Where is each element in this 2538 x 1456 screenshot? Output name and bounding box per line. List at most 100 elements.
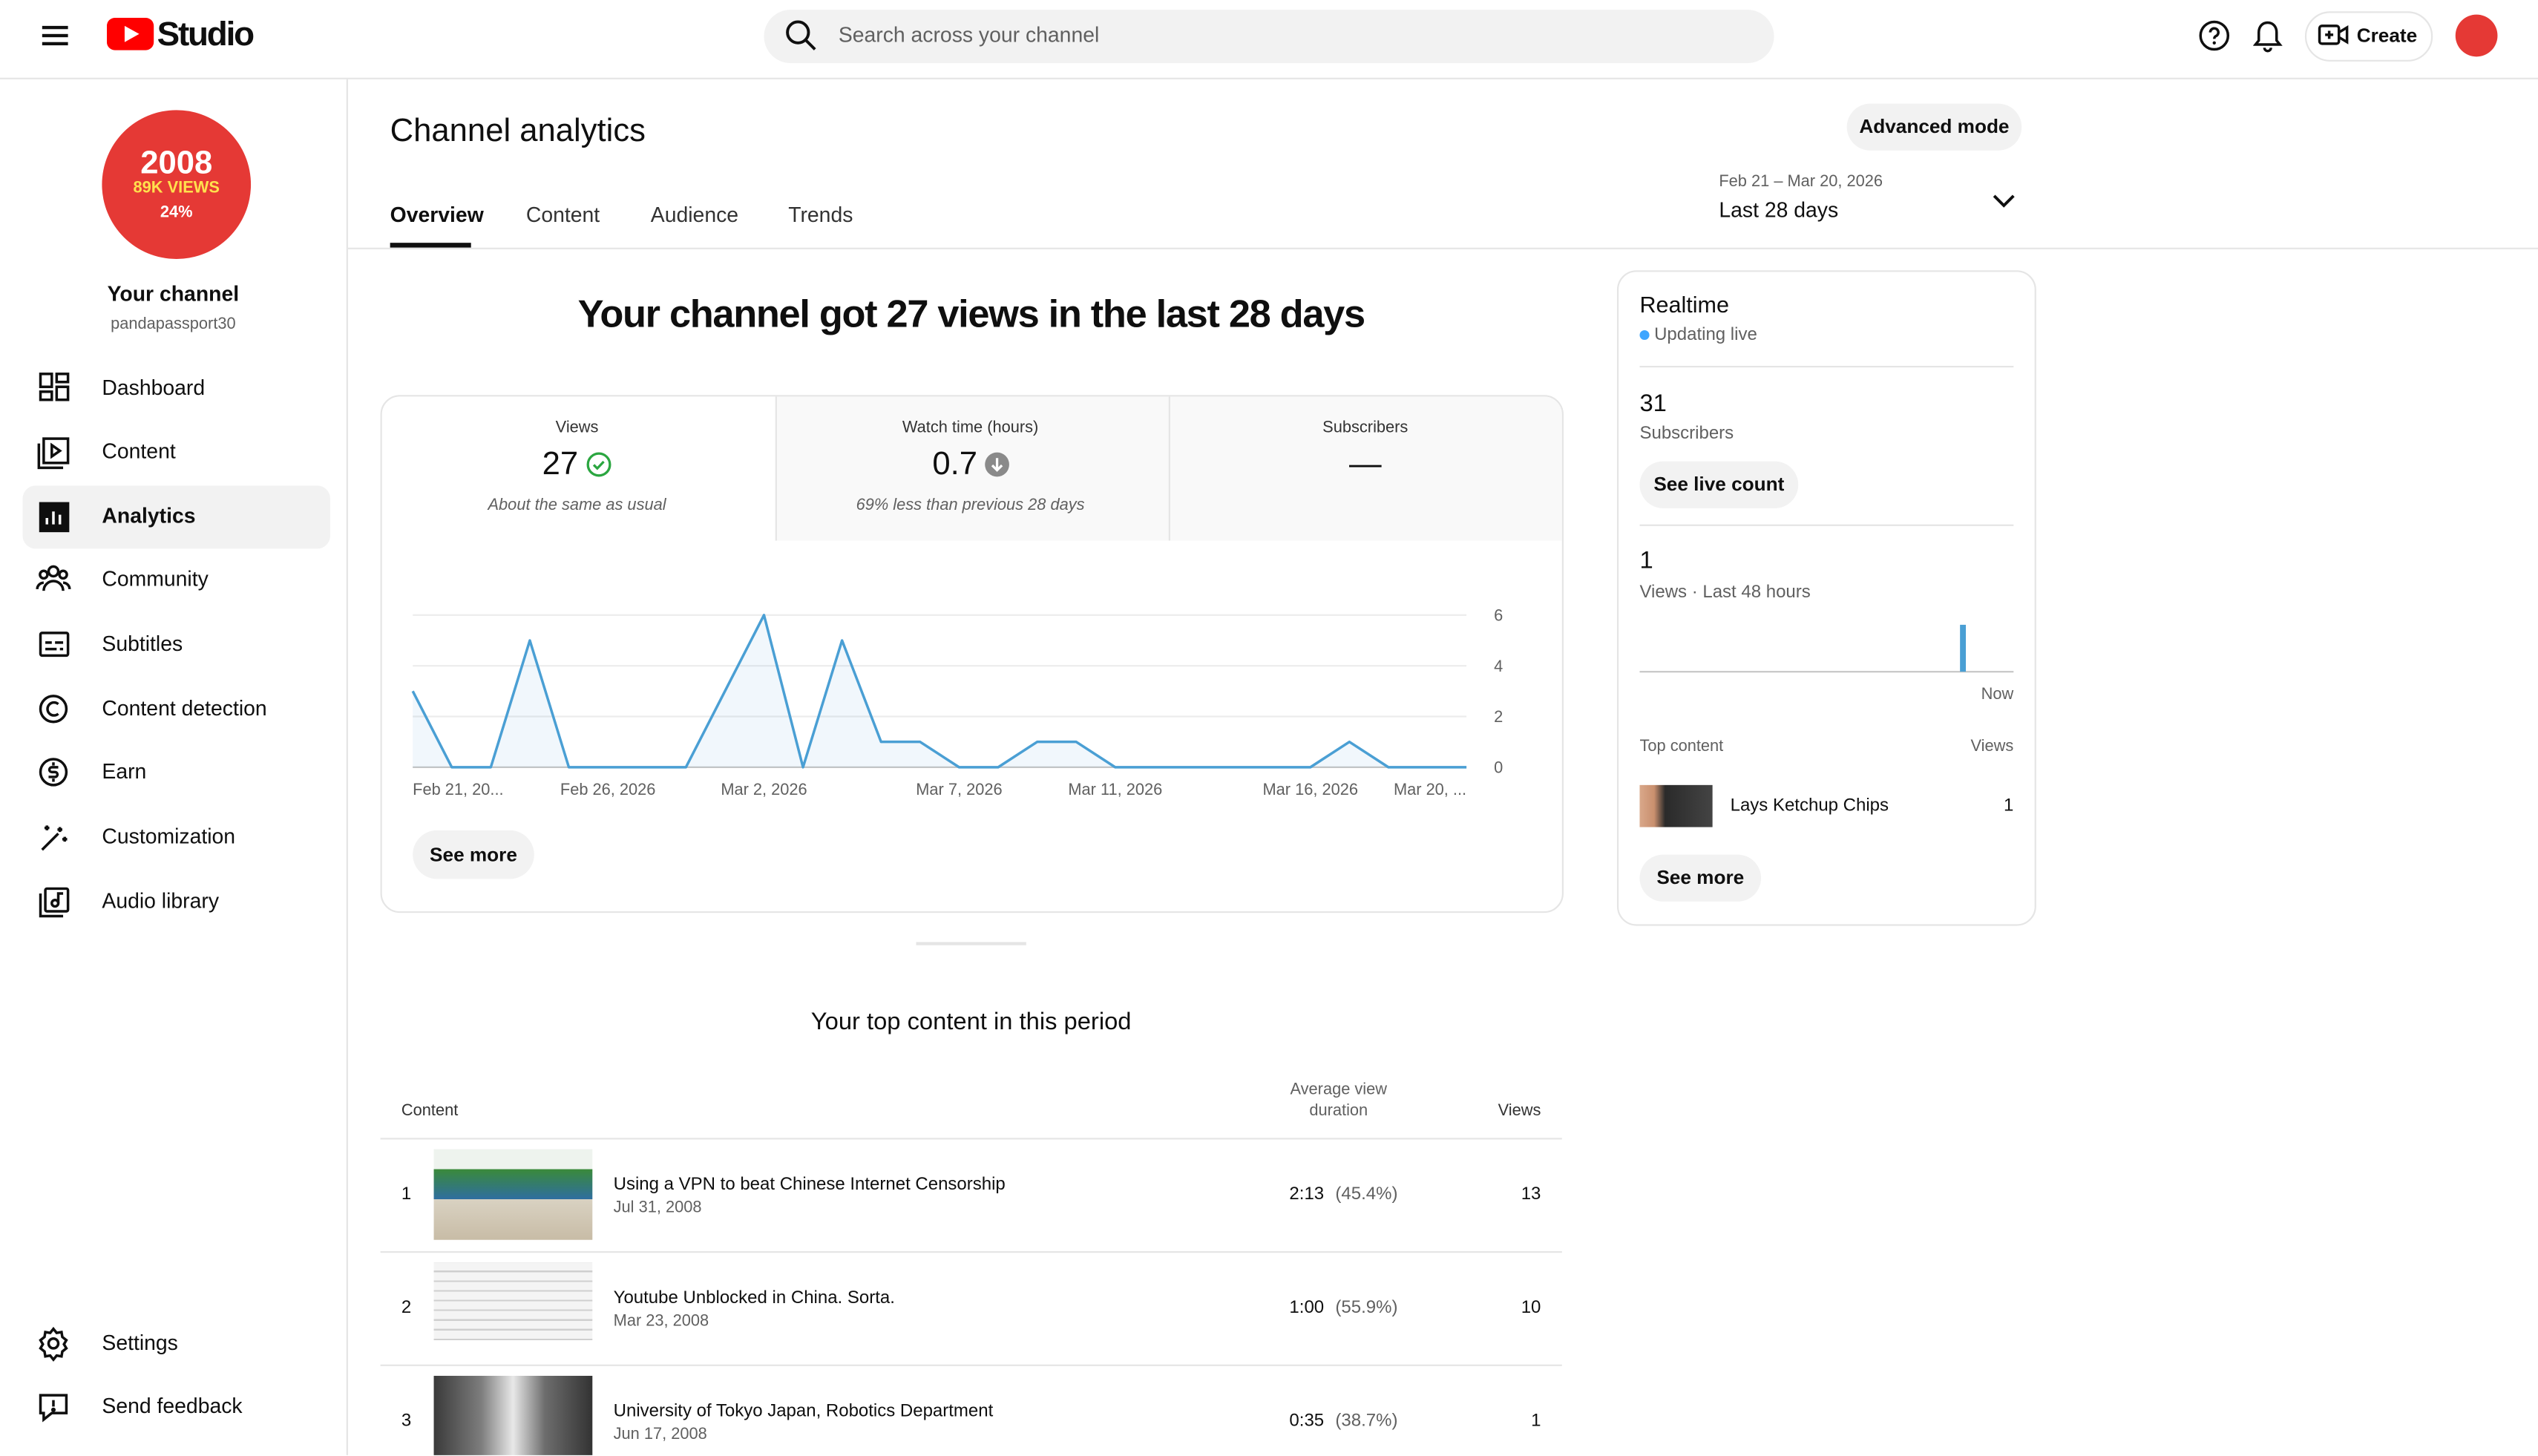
avatar-line: 24% bbox=[160, 203, 193, 222]
tab[interactable]: Audience bbox=[650, 202, 739, 227]
metric-note: 69% less than previous 28 days bbox=[856, 496, 1085, 515]
tab-active[interactable]: Overview bbox=[390, 202, 484, 227]
nav-icons bbox=[36, 373, 71, 1423]
x-tick-label: Feb 21, 20... bbox=[413, 780, 503, 798]
advanced-mode-button[interactable]: Advanced mode bbox=[1846, 103, 2022, 151]
sidebar-border bbox=[346, 79, 348, 1455]
metric-label[interactable]: Subscribers bbox=[1322, 419, 1409, 437]
nav-item[interactable]: Content bbox=[102, 439, 176, 463]
rank: 2 bbox=[401, 1298, 412, 1318]
video-title[interactable]: Using a VPN to beat Chinese Internet Cen… bbox=[613, 1175, 1006, 1195]
see-more-button[interactable]: See more bbox=[413, 830, 534, 879]
realtime-status: Updating live bbox=[1654, 325, 1757, 345]
y-tick-label: 2 bbox=[1494, 707, 1503, 726]
see-more-button[interactable]: See more bbox=[1639, 854, 1762, 902]
create-icon bbox=[2318, 24, 2349, 45]
video-title[interactable]: Youtube Unblocked in China. Sorta. bbox=[613, 1288, 895, 1308]
metric-value: 0.7 bbox=[932, 446, 977, 482]
avg-percent: (45.4%) bbox=[1335, 1184, 1398, 1204]
x-tick-label: Mar 20, ... bbox=[1394, 780, 1466, 798]
menu-icon[interactable] bbox=[42, 23, 70, 49]
see-live-count-button[interactable]: See live count bbox=[1639, 461, 1799, 508]
nav-item-active[interactable]: Analytics bbox=[102, 503, 196, 528]
logo-text[interactable]: Studio bbox=[157, 16, 255, 53]
rank: 3 bbox=[401, 1411, 412, 1432]
overview-card bbox=[380, 395, 1564, 914]
column-header[interactable]: Views bbox=[1498, 1102, 1541, 1121]
date-range[interactable]: Feb 21 – Mar 20, 2026 bbox=[1719, 173, 1883, 191]
nav-item[interactable]: Content detection bbox=[102, 695, 267, 721]
metric-note: About the same as usual bbox=[488, 496, 666, 515]
page-header-border bbox=[347, 247, 2538, 249]
nav-item[interactable]: Audio library bbox=[102, 888, 220, 914]
header-border bbox=[0, 77, 2538, 79]
period[interactable]: Last 28 days bbox=[1719, 197, 1839, 222]
avg-percent: (55.9%) bbox=[1335, 1298, 1398, 1318]
period-chevron[interactable] bbox=[1991, 191, 2017, 210]
video-title[interactable]: University of Tokyo Japan, Robotics Depa… bbox=[613, 1401, 994, 1422]
nav-item[interactable]: Subtitles bbox=[102, 631, 183, 656]
notifications-icon[interactable] bbox=[2253, 19, 2283, 53]
metric-value: 27 bbox=[542, 446, 579, 482]
youtube-logo[interactable] bbox=[106, 17, 155, 52]
line bbox=[411, 614, 1467, 769]
section-divider bbox=[916, 942, 1026, 945]
views: 1 bbox=[1531, 1411, 1541, 1432]
top-item-title[interactable]: Lays Ketchup Chips bbox=[1730, 796, 1889, 816]
column-header: Content bbox=[401, 1102, 459, 1121]
column-header[interactable]: Average view duration bbox=[1290, 1080, 1388, 1121]
metric-label[interactable]: Views bbox=[555, 419, 599, 437]
row-divider bbox=[380, 1364, 1562, 1366]
nav-item[interactable]: Customization bbox=[102, 824, 236, 848]
x-tick-label: Mar 7, 2026 bbox=[916, 780, 1002, 798]
thumbnail[interactable] bbox=[433, 1149, 593, 1240]
account-avatar[interactable] bbox=[2455, 14, 2498, 57]
channel-avatar[interactable] bbox=[102, 110, 252, 259]
metric-ok-icon bbox=[586, 452, 611, 477]
realtime-views: 1 bbox=[1639, 547, 1653, 575]
headline: Your channel got 27 views in the last 28… bbox=[577, 292, 1365, 337]
thumbnail[interactable] bbox=[1639, 784, 1713, 827]
views-column-label: Views bbox=[1970, 738, 2014, 756]
subscriber-label: Subscribers bbox=[1639, 424, 1734, 444]
nav-item[interactable]: Community bbox=[102, 566, 209, 591]
search-placeholder: Search across your channel bbox=[838, 22, 1100, 47]
metric-value: — bbox=[1348, 446, 1382, 482]
realtime-views-label: Views · Last 48 hours bbox=[1639, 583, 1811, 603]
tab[interactable]: Content bbox=[525, 202, 600, 227]
create-button[interactable] bbox=[2304, 11, 2433, 62]
divider bbox=[1639, 524, 2014, 526]
nav-item[interactable]: Earn bbox=[102, 758, 147, 784]
realtime-title: Realtime bbox=[1639, 291, 1729, 318]
x-tick-label: Mar 2, 2026 bbox=[721, 780, 807, 798]
help-icon[interactable] bbox=[2198, 19, 2232, 53]
nav-item[interactable]: Send feedback bbox=[102, 1393, 243, 1418]
live-dot bbox=[1639, 329, 1650, 341]
thumbnail[interactable] bbox=[433, 1262, 593, 1340]
thumbnail[interactable] bbox=[433, 1375, 593, 1455]
metric-down-icon bbox=[985, 452, 1009, 477]
nav-item[interactable]: Settings bbox=[102, 1330, 178, 1355]
nav-active-bg bbox=[22, 485, 330, 549]
channel-handle: pandapassport30 bbox=[111, 315, 236, 334]
metric-label[interactable]: Watch time (hours) bbox=[902, 419, 1039, 437]
tab[interactable]: Trends bbox=[788, 202, 853, 227]
nav-item[interactable]: Dashboard bbox=[102, 376, 206, 400]
row-divider bbox=[380, 1138, 1562, 1140]
search-box[interactable] bbox=[764, 10, 1774, 64]
row-divider bbox=[380, 1251, 1562, 1253]
metric-divider bbox=[775, 396, 777, 541]
bar bbox=[1960, 624, 1967, 672]
tab-underline bbox=[390, 243, 471, 248]
rank: 1 bbox=[401, 1184, 412, 1204]
x-tick-label: Mar 11, 2026 bbox=[1068, 780, 1162, 798]
page-title: Channel analytics bbox=[390, 113, 646, 149]
avg-percent: (38.7%) bbox=[1335, 1411, 1398, 1432]
x-tick-label: Feb 26, 2026 bbox=[560, 780, 655, 798]
top-content-label: Top content bbox=[1639, 738, 1724, 756]
y-tick-label: 0 bbox=[1494, 758, 1503, 776]
create-label[interactable]: Create bbox=[2356, 24, 2418, 47]
